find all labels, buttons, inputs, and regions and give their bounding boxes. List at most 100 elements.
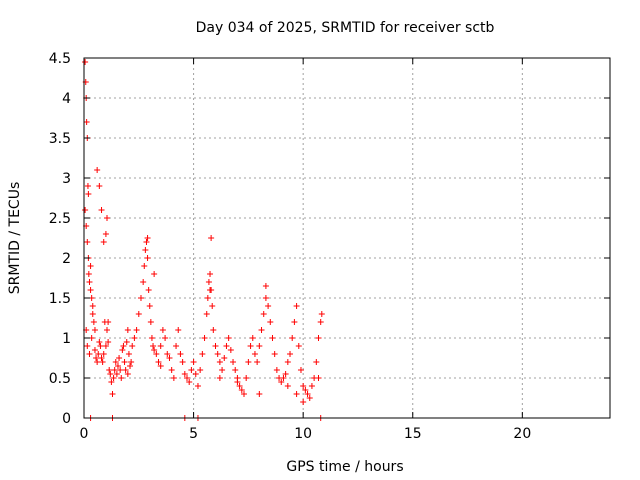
- data-point: [306, 395, 313, 401]
- chart-title: Day 034 of 2025, SRMTID for receiver sct…: [196, 20, 495, 36]
- data-point: [109, 391, 116, 397]
- data-point: [262, 295, 269, 301]
- data-point: [86, 279, 93, 285]
- data-point: [153, 351, 160, 357]
- x-axis-label: GPS time / hours: [286, 459, 403, 475]
- data-point: [107, 371, 114, 377]
- data-point: [157, 363, 164, 369]
- y-tick-label: 3.5: [49, 131, 71, 147]
- data-point: [120, 343, 127, 349]
- data-point: [207, 271, 214, 277]
- data-point: [225, 335, 232, 341]
- data-point: [122, 367, 129, 373]
- data-point: [186, 379, 193, 385]
- data-point: [104, 215, 111, 221]
- data-point: [184, 375, 191, 381]
- data-point: [197, 367, 204, 373]
- data-point: [205, 279, 212, 285]
- data-point: [108, 379, 115, 385]
- data-point: [209, 303, 216, 309]
- data-point: [118, 375, 125, 381]
- data-point: [114, 363, 121, 369]
- data-point: [221, 355, 228, 361]
- data-point: [173, 343, 180, 349]
- data-point: [86, 351, 93, 357]
- data-point: [216, 359, 223, 365]
- data-point: [295, 343, 302, 349]
- data-point: [245, 359, 252, 365]
- data-point: [151, 347, 158, 353]
- data-point: [144, 255, 151, 261]
- data-point: [106, 367, 113, 373]
- data-point: [143, 239, 150, 245]
- data-point: [128, 359, 135, 365]
- data-point: [181, 371, 188, 377]
- data-point: [93, 355, 100, 361]
- data-point: [273, 367, 280, 373]
- data-point: [240, 391, 247, 397]
- data-point: [238, 387, 245, 393]
- grid-lines: [84, 58, 610, 418]
- data-point: [170, 375, 177, 381]
- data-point: [208, 235, 215, 241]
- data-point: [129, 343, 136, 349]
- data-point: [212, 343, 219, 349]
- data-point: [133, 327, 140, 333]
- data-point: [315, 375, 322, 381]
- data-point: [177, 351, 184, 357]
- data-point: [112, 359, 119, 365]
- data-point: [214, 351, 221, 357]
- data-point: [203, 311, 210, 317]
- data-point: [131, 335, 138, 341]
- data-point: [84, 239, 91, 245]
- data-point: [159, 327, 166, 333]
- data-point: [308, 383, 315, 389]
- data-point: [284, 359, 291, 365]
- x-tick-label: 0: [80, 426, 89, 442]
- data-point: [293, 391, 300, 397]
- data-point: [164, 351, 171, 357]
- data-point: [256, 343, 263, 349]
- x-tick-label: 5: [189, 426, 198, 442]
- data-point: [150, 343, 157, 349]
- data-point: [98, 355, 105, 361]
- data-point: [105, 339, 112, 345]
- data-point: [188, 367, 195, 373]
- data-point: [166, 355, 173, 361]
- data-point: [151, 271, 158, 277]
- data-point: [249, 335, 256, 341]
- data-point: [85, 271, 92, 277]
- data-point: [234, 379, 241, 385]
- y-axis-ticks: 0 0.5 1 1.5 2 2.5 3 3.5 4 4.5: [49, 51, 610, 427]
- data-point: [119, 347, 126, 353]
- data-point: [146, 303, 153, 309]
- y-tick-label: 2.5: [49, 211, 71, 227]
- data-point: [175, 327, 182, 333]
- data-point: [148, 335, 155, 341]
- data-point: [157, 343, 164, 349]
- data-point: [91, 347, 98, 353]
- data-point: [99, 359, 106, 365]
- data-point: [282, 371, 289, 377]
- data-point: [84, 343, 91, 349]
- data-point: [96, 183, 103, 189]
- y-tick-label: 0.5: [49, 371, 71, 387]
- data-point: [199, 351, 206, 357]
- data-point: [207, 287, 214, 293]
- data-point: [162, 335, 169, 341]
- data-point: [123, 339, 130, 345]
- data-point: [256, 391, 263, 397]
- data-point: [300, 399, 307, 405]
- data-point: [192, 371, 199, 377]
- data-point: [124, 327, 131, 333]
- data-point: [278, 379, 285, 385]
- data-point: [271, 351, 278, 357]
- data-point: [87, 263, 94, 269]
- data-point: [262, 283, 269, 289]
- y-tick-label: 1: [62, 331, 71, 347]
- data-point: [135, 311, 142, 317]
- data-point: [155, 359, 162, 365]
- data-point: [116, 355, 123, 361]
- data-point: [230, 359, 237, 365]
